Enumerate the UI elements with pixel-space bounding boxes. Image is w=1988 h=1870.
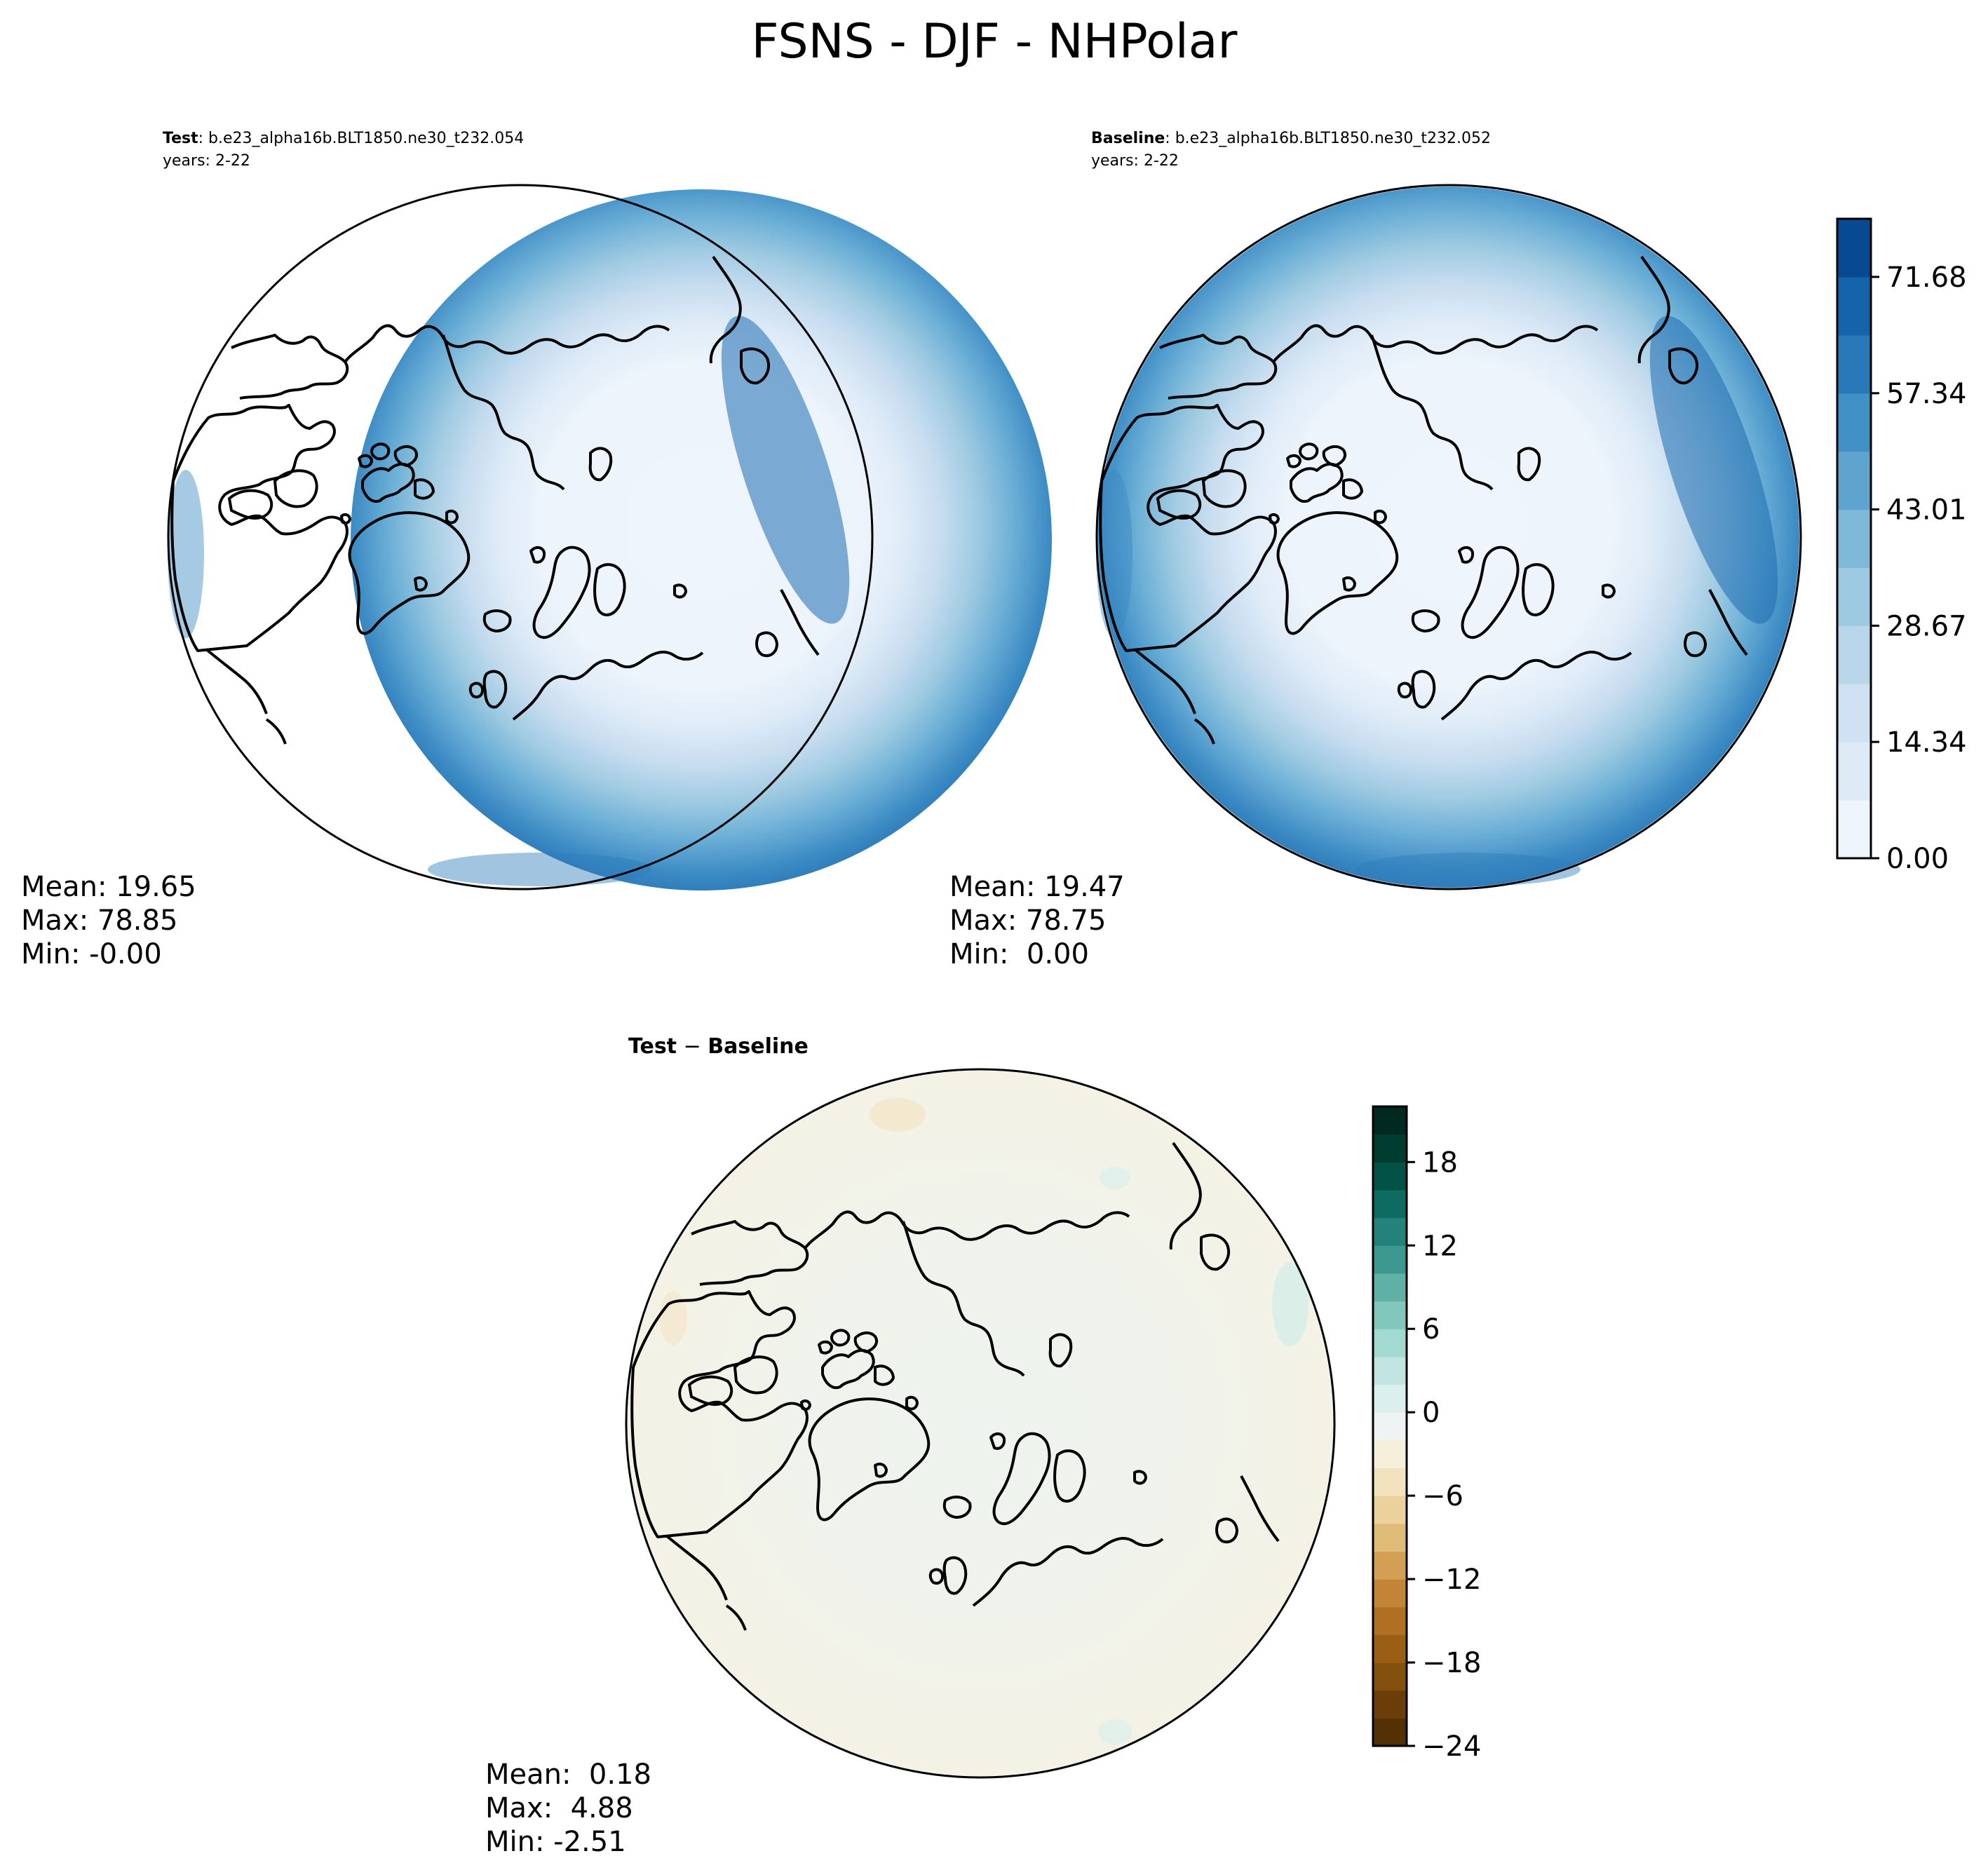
baseline-colorbar-level: [1837, 509, 1871, 569]
baseline-colorbar-tick-label: 28.67: [1886, 610, 1967, 642]
baseline-colorbar-level: [1837, 451, 1871, 510]
baseline-map-boundary: [1095, 184, 1802, 890]
difference-colorbar-level: [1373, 1439, 1407, 1469]
baseline-map-field: [1098, 187, 1799, 888]
difference-colorbar-level: [1373, 1606, 1407, 1635]
difference-map-boundary: [625, 1068, 1336, 1779]
baseline-map-band: [1649, 316, 1778, 624]
difference-colorbar-level: [1373, 1162, 1407, 1191]
baseline-colorbar-tick-label: 0.00: [1886, 843, 1949, 875]
test-max: Max: 78.85: [21, 904, 177, 937]
difference-colorbar-frame: [1372, 1105, 1408, 1747]
difference-map-field: [628, 1071, 1333, 1776]
test-map-band: [168, 470, 204, 638]
difference-colorbar-level: [1373, 1189, 1407, 1219]
test-label-case: : b.e23_alpha16b.BLT1850.ne30_t232.054: [198, 130, 525, 147]
difference-colorbar-tick-label: 18: [1422, 1146, 1458, 1179]
baseline-map-band: [1096, 470, 1132, 638]
difference-map: [625, 1068, 1336, 1779]
test-mean: Mean: 19.65: [21, 871, 196, 903]
difference-colorbar-tick-label: −18: [1422, 1647, 1481, 1679]
difference-colorbar-level: [1373, 1690, 1407, 1719]
difference-colorbar-level: [1373, 1496, 1407, 1524]
difference-map-patch: [870, 1098, 926, 1132]
test-map: [167, 184, 1052, 890]
test-map-field: [351, 189, 1052, 890]
baseline-colorbar-tick-label: 14.34: [1886, 726, 1967, 759]
baseline-map: [1095, 184, 1802, 890]
difference-panel-label: Test − Baseline: [628, 1034, 809, 1059]
test-years-label: years: 2-22: [163, 152, 250, 170]
difference-colorbar-level: [1373, 1273, 1407, 1302]
baseline-min: Min: 0.00: [949, 938, 1089, 970]
difference-colorbar-level: [1373, 1329, 1407, 1357]
test-map-band: [428, 853, 652, 886]
diff-label-baseline: Baseline: [708, 1034, 809, 1059]
difference-panel: Test − Baseline Mean: 0.18 Max: 4.88 Min…: [485, 1034, 1481, 1858]
difference-map-patch: [1272, 1262, 1309, 1346]
baseline-colorbar-level: [1837, 393, 1871, 452]
difference-colorbar-tick-label: 6: [1422, 1313, 1440, 1346]
difference-colorbar-level: [1373, 1579, 1407, 1608]
difference-colorbar-level: [1373, 1134, 1407, 1163]
difference-colorbar-tick-label: 12: [1422, 1230, 1458, 1262]
baseline-colorbar-level: [1837, 219, 1871, 278]
difference-colorbar-tick-label: −12: [1422, 1564, 1481, 1596]
diff-label-minus: −: [677, 1034, 708, 1059]
difference-colorbar-tick-label: −6: [1422, 1480, 1463, 1512]
difference-mean: Mean: 0.18: [485, 1759, 651, 1791]
difference-colorbar-level: [1373, 1356, 1407, 1385]
baseline-panel-label: Baseline: b.e23_alpha16b.BLT1850.ne30_t2…: [1091, 130, 1491, 147]
baseline-map-band: [1356, 853, 1581, 886]
baseline-max: Max: 78.75: [949, 904, 1106, 937]
test-label-bold: Test: [163, 130, 198, 147]
baseline-years-label: years: 2-22: [1091, 152, 1179, 170]
test-min: Min: -0.00: [21, 938, 162, 970]
difference-colorbar-level: [1373, 1412, 1407, 1441]
difference-min: Min: -2.51: [485, 1826, 626, 1858]
difference-colorbar: −24 −18 −12 −6 0 6 12 18: [1372, 1105, 1481, 1763]
difference-colorbar-level: [1373, 1245, 1407, 1274]
baseline-label-case: : b.e23_alpha16b.BLT1850.ne30_t232.052: [1165, 130, 1491, 147]
baseline-colorbar-level: [1837, 742, 1871, 801]
difference-colorbar-level: [1373, 1217, 1407, 1246]
baseline-colorbar-frame: [1836, 217, 1872, 860]
baseline-colorbar-level: [1837, 625, 1871, 684]
baseline-label-bold: Baseline: [1091, 130, 1165, 147]
difference-max: Max: 4.88: [485, 1792, 633, 1824]
baseline-colorbar: 0.00 14.34 28.67 43.01 57.34 71.68: [1836, 217, 1967, 875]
difference-colorbar-tick-label: 0: [1422, 1397, 1440, 1429]
difference-colorbar-level: [1373, 1468, 1407, 1496]
test-panel: Test: b.e23_alpha16b.BLT1850.ne30_t232.0…: [21, 130, 1052, 970]
baseline-colorbar-tick-label: 71.68: [1886, 262, 1967, 294]
test-map-boundary: [167, 184, 874, 890]
baseline-colorbar-tick-label: 43.01: [1886, 494, 1967, 527]
baseline-panel: Baseline: b.e23_alpha16b.BLT1850.ne30_t2…: [949, 130, 1967, 970]
baseline-colorbar-level: [1837, 276, 1871, 336]
difference-colorbar-level: [1373, 1634, 1407, 1663]
baseline-colorbar-level: [1837, 800, 1871, 859]
baseline-colorbar-level: [1837, 567, 1871, 626]
baseline-mean: Mean: 19.47: [949, 871, 1125, 903]
difference-colorbar-level: [1373, 1301, 1407, 1329]
baseline-colorbar-tick-label: 57.34: [1886, 378, 1967, 410]
test-panel-label: Test: b.e23_alpha16b.BLT1850.ne30_t232.0…: [163, 130, 524, 147]
difference-colorbar-level: [1373, 1384, 1407, 1413]
difference-colorbar-level: [1373, 1718, 1407, 1747]
baseline-colorbar-level: [1837, 684, 1871, 743]
difference-colorbar-level: [1373, 1551, 1407, 1580]
figure-title: FSNS - DJF - NHPolar: [752, 14, 1238, 69]
test-map-band: [721, 316, 850, 624]
baseline-colorbar-level: [1837, 334, 1871, 394]
difference-colorbar-level: [1373, 1523, 1407, 1552]
difference-colorbar-level: [1373, 1662, 1407, 1691]
difference-colorbar-level: [1373, 1106, 1407, 1135]
difference-map-patch: [1098, 1719, 1132, 1744]
difference-colorbar-tick-label: −24: [1422, 1730, 1481, 1763]
difference-map-patch: [1100, 1167, 1130, 1189]
diff-label-test: Test: [628, 1034, 677, 1059]
